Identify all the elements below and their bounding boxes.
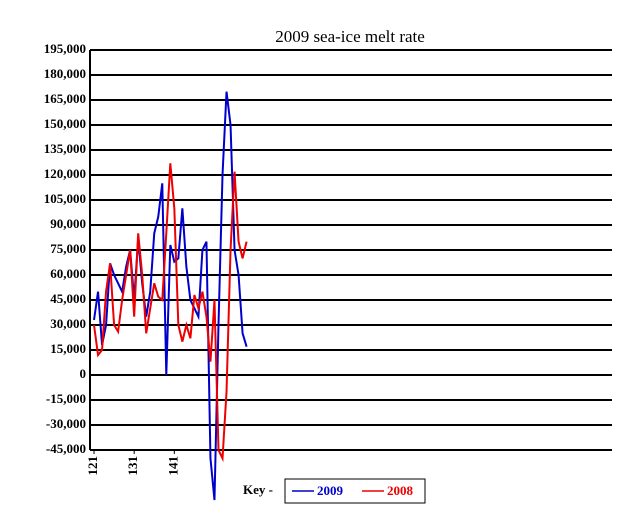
y-tick-label: -15,000 [46, 391, 86, 406]
y-tick-label: 180,000 [44, 66, 86, 81]
y-tick-label: 60,000 [50, 266, 86, 281]
y-tick-label: 90,000 [50, 216, 86, 231]
y-tick-label: 45,000 [50, 291, 86, 306]
y-tick-label: 165,000 [44, 91, 86, 106]
legend-label: 2008 [387, 483, 414, 498]
y-tick-label: 0 [80, 366, 87, 381]
legend-label: 2009 [317, 483, 344, 498]
y-tick-label: 30,000 [50, 316, 86, 331]
chart-title: 2009 sea-ice melt rate [275, 27, 425, 46]
y-tick-label: -30,000 [46, 416, 86, 431]
y-tick-label: 135,000 [44, 141, 86, 156]
x-tick-label: 131 [125, 456, 140, 476]
legend-box [284, 478, 426, 504]
x-tick-label: 121 [85, 456, 100, 476]
y-tick-label: 120,000 [44, 166, 86, 181]
series-line [93, 91, 248, 501]
x-tick-label: 141 [165, 456, 180, 476]
y-tick-label: 105,000 [44, 191, 86, 206]
y-tick-label: 15,000 [50, 341, 86, 356]
y-tick-label: -45,000 [46, 441, 86, 456]
y-tick-label: 195,000 [44, 41, 86, 56]
series-line [93, 163, 248, 463]
y-tick-label: 75,000 [50, 241, 86, 256]
legend-title: Key - [243, 482, 273, 497]
y-tick-label: 150,000 [44, 116, 86, 131]
